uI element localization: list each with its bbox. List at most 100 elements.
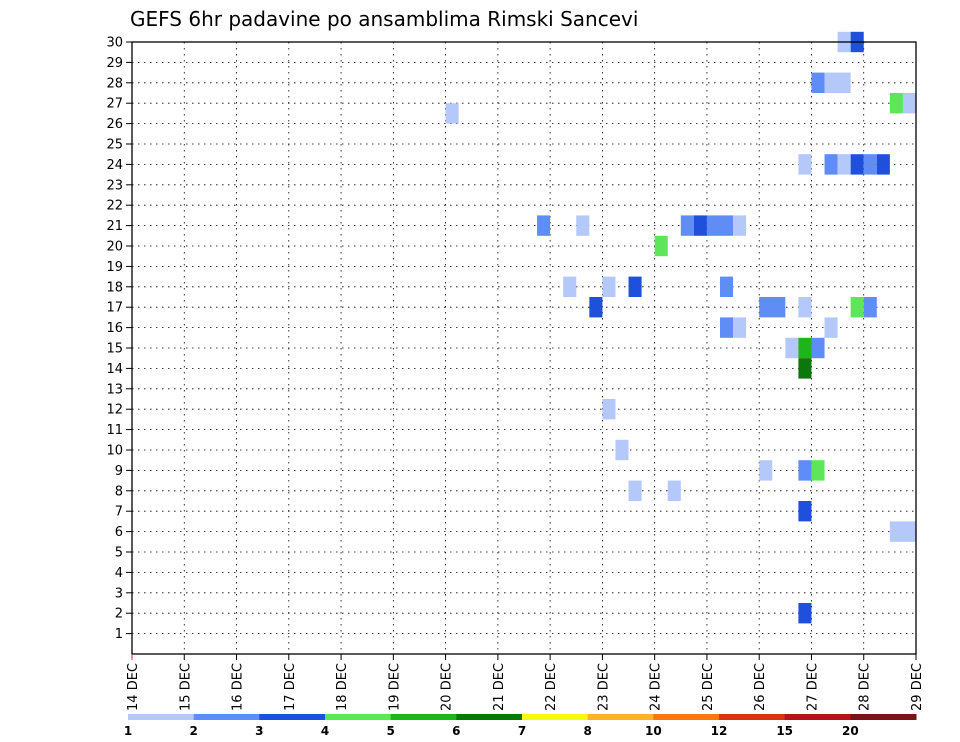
y-tick-label: 14 bbox=[106, 362, 123, 377]
legend-swatch bbox=[653, 714, 720, 720]
y-tick-label: 7 bbox=[115, 505, 123, 520]
y-tick-label: 9 bbox=[115, 464, 123, 479]
precip-cell bbox=[824, 72, 851, 93]
legend-swatch bbox=[325, 714, 392, 720]
precip-cell bbox=[628, 480, 642, 501]
legend-label: 1 bbox=[124, 724, 132, 738]
precip-cell bbox=[850, 154, 864, 175]
precip-cell bbox=[837, 154, 851, 175]
precip-cell bbox=[889, 93, 903, 114]
legend-swatch bbox=[390, 714, 457, 720]
precip-cell bbox=[733, 215, 747, 236]
legend-label: 4 bbox=[321, 724, 329, 738]
legend-swatch bbox=[259, 714, 326, 720]
chart-title: GEFS 6hr padavine po ansamblima Rimski S… bbox=[130, 7, 638, 31]
x-tick-label: 17 DEC bbox=[283, 663, 298, 711]
precip-cell bbox=[850, 297, 864, 318]
precip-cell bbox=[798, 337, 812, 359]
precip-cell bbox=[706, 215, 734, 236]
color-legend: 1 2 3 4 5 6 7 8 10 12 15 20 bbox=[124, 714, 917, 738]
x-tick-label: 21 DEC bbox=[492, 663, 507, 711]
precip-cell bbox=[628, 276, 642, 297]
y-tick-label: 6 bbox=[115, 525, 123, 540]
precip-cell bbox=[798, 358, 812, 379]
y-tick-label: 19 bbox=[106, 260, 123, 275]
legend-label: 3 bbox=[255, 724, 263, 738]
precip-cell bbox=[876, 154, 890, 175]
y-tick-label: 27 bbox=[106, 97, 123, 112]
precip-cell bbox=[680, 215, 694, 236]
y-tick-label: 1 bbox=[115, 627, 123, 642]
legend-label: 15 bbox=[776, 724, 793, 738]
precip-cell bbox=[811, 337, 825, 359]
y-tick-label: 12 bbox=[106, 403, 123, 418]
y-tick-label: 4 bbox=[115, 566, 123, 581]
legend-swatch bbox=[587, 714, 654, 720]
precip-cell bbox=[759, 297, 786, 318]
y-tick-label: 22 bbox=[106, 199, 123, 214]
y-tick-label: 13 bbox=[106, 382, 123, 397]
y-tick-label: 21 bbox=[106, 219, 123, 234]
legend-label: 6 bbox=[452, 724, 460, 738]
precip-cell bbox=[720, 276, 734, 297]
precip-cell bbox=[798, 154, 812, 175]
precip-cell bbox=[863, 154, 877, 175]
precip-cell bbox=[759, 460, 773, 481]
legend-label: 8 bbox=[583, 724, 591, 738]
precip-cell bbox=[602, 399, 616, 420]
precip-cell bbox=[667, 480, 681, 501]
x-tick-label: 23 DEC bbox=[596, 663, 611, 711]
legend-swatch bbox=[522, 714, 589, 720]
y-tick-label: 2 bbox=[115, 607, 123, 622]
precip-cell bbox=[576, 215, 590, 236]
y-tick-label: 24 bbox=[106, 158, 123, 173]
x-tick-label: 14 DEC bbox=[126, 663, 141, 711]
y-tick-label: 28 bbox=[106, 76, 123, 91]
precip-cell bbox=[785, 337, 799, 359]
precip-cell bbox=[445, 103, 459, 124]
x-tick-label: 26 DEC bbox=[753, 663, 768, 711]
x-tick-label: 29 DEC bbox=[910, 663, 925, 711]
legend-label: 10 bbox=[645, 724, 662, 738]
x-tick-label: 20 DEC bbox=[440, 663, 455, 711]
precip-cell bbox=[589, 297, 603, 318]
legend-label: 12 bbox=[711, 724, 728, 738]
x-tick-label: 16 DEC bbox=[231, 663, 246, 711]
y-tick-label: 8 bbox=[115, 484, 123, 499]
precip-cell bbox=[811, 460, 825, 481]
y-tick-label: 26 bbox=[106, 117, 123, 132]
y-tick-label: 30 bbox=[106, 36, 123, 51]
x-tick-label: 22 DEC bbox=[544, 663, 559, 711]
y-tick-label: 23 bbox=[106, 178, 123, 193]
y-tick-label: 5 bbox=[115, 546, 123, 561]
legend-swatch bbox=[193, 714, 260, 720]
precip-cells bbox=[445, 31, 916, 624]
precip-cell bbox=[824, 154, 838, 175]
legend-label: 5 bbox=[386, 724, 394, 738]
y-tick-label: 17 bbox=[106, 301, 123, 316]
x-tick-label: 24 DEC bbox=[649, 663, 664, 711]
y-tick-label: 29 bbox=[106, 56, 123, 71]
y-tick-label: 15 bbox=[106, 342, 123, 357]
y-axis-ticks: 1234567891011121314151617181920212223242… bbox=[106, 36, 132, 642]
precip-cell bbox=[537, 215, 551, 236]
precip-cell bbox=[798, 460, 812, 481]
legend-label: 7 bbox=[518, 724, 526, 738]
precip-cell bbox=[824, 317, 838, 338]
y-tick-label: 10 bbox=[106, 444, 123, 459]
precip-cell bbox=[889, 521, 916, 542]
legend-label: 20 bbox=[842, 724, 859, 738]
precip-cell bbox=[720, 317, 734, 338]
y-tick-label: 25 bbox=[106, 138, 123, 153]
x-tick-label: 18 DEC bbox=[335, 663, 350, 711]
x-tick-label: 25 DEC bbox=[701, 663, 716, 711]
y-tick-label: 11 bbox=[106, 423, 123, 438]
precip-cell bbox=[798, 603, 812, 624]
legend-label: 2 bbox=[189, 724, 197, 738]
precip-cell bbox=[654, 235, 668, 257]
legend-swatch bbox=[850, 714, 917, 720]
precip-cell bbox=[615, 439, 629, 461]
precip-cell bbox=[693, 215, 707, 236]
y-tick-label: 16 bbox=[106, 321, 123, 336]
